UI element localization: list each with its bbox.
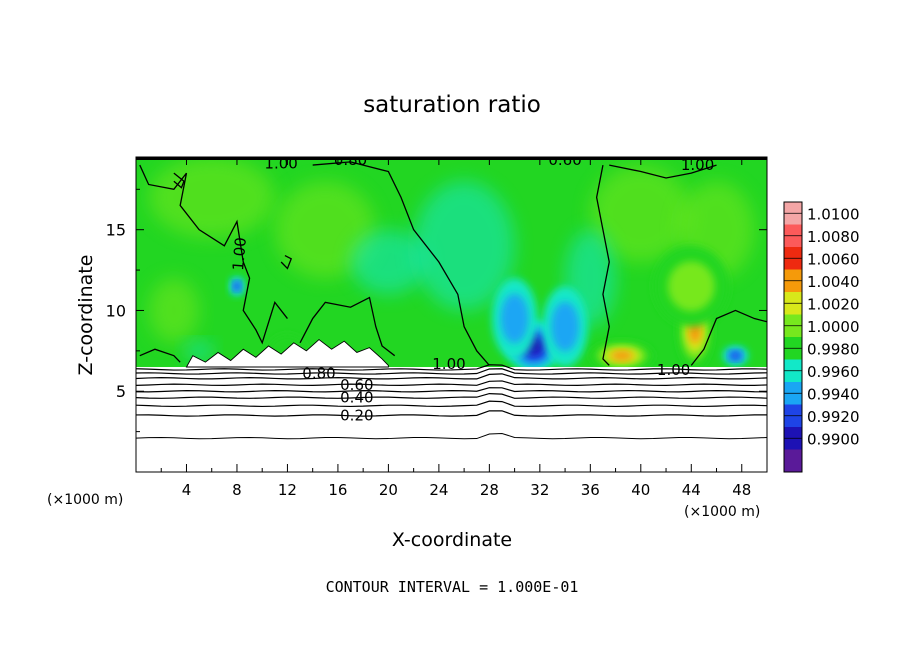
hotspot: [500, 293, 529, 344]
contour-label: 0.40: [340, 389, 373, 407]
x-tick-label: 20: [379, 481, 398, 499]
contour-label: 1.00: [681, 156, 714, 174]
x-tick-label: 8: [232, 481, 242, 499]
field-patch: [413, 181, 515, 311]
contour-line: [690, 309, 767, 366]
contour-line: [299, 296, 396, 357]
hotspot: [233, 281, 241, 291]
y-axis: 5 10 15: [106, 188, 767, 433]
contour-line: [595, 164, 610, 366]
contour-interval-footer: CONTOUR INTERVAL = 1.000E-01: [326, 578, 579, 596]
contour-label: 0.20: [340, 406, 373, 424]
contour-line: [136, 368, 767, 375]
field-patch: [274, 181, 376, 279]
y-tick-label: 5: [116, 382, 126, 401]
colorbar-swatch: [784, 449, 802, 472]
contour-labels: 0.200.400.600.801.00 1.001.001.00 0.80 0.60…: [229, 151, 714, 424]
contour-line: [136, 373, 767, 380]
field-patch: [590, 165, 692, 262]
chart-title: saturation ratio: [363, 92, 541, 118]
cloud-base-blob: [185, 338, 389, 368]
contour-line: [136, 380, 767, 386]
contour-line: [136, 364, 767, 371]
contour-label: 1.00: [432, 355, 465, 373]
contour-label: 1.00: [657, 361, 690, 379]
plot-frame: [135, 156, 768, 473]
contour-line: [609, 164, 717, 179]
colorbar-label: 1.0040: [807, 273, 860, 291]
x-unit-left: (×1000 m): [47, 492, 123, 508]
x-tick-label: 12: [278, 481, 297, 499]
contour-line: [136, 410, 767, 417]
colorbar-label: 1.0020: [807, 295, 860, 313]
contour-label: 0.80: [302, 364, 335, 382]
x-tick-label: 48: [732, 481, 751, 499]
x-axis: 4 8 12 16 20 24 28 32 36 40 44 48: [160, 157, 751, 499]
hotspot: [610, 350, 633, 361]
contour-label: 0.60: [340, 376, 373, 394]
top-boundary: [136, 157, 767, 160]
colorbar-label: 1.0060: [807, 250, 860, 268]
x-tick-label: 44: [682, 481, 701, 499]
x-axis-label: X-coordinate: [392, 529, 512, 551]
x-tick-label: 32: [530, 481, 549, 499]
x-tick-label: 36: [581, 481, 600, 499]
colorbar-label: 1.0000: [807, 318, 860, 336]
contour-label: 1.00: [229, 236, 250, 271]
field-patch: [148, 278, 200, 343]
contour-line: [173, 172, 185, 189]
contour-line: [139, 348, 181, 363]
hotspot: [667, 261, 715, 312]
cloud-blobs: [185, 338, 389, 368]
x-tick-label: 28: [480, 481, 499, 499]
colorbar-label: 1.0080: [807, 228, 860, 246]
contour-label: 0.60: [548, 151, 581, 169]
contour-line: [136, 400, 767, 408]
contour-line: [280, 254, 293, 270]
contour-line: [136, 387, 767, 393]
colorbar-label: 0.9940: [807, 385, 860, 403]
x-tick-label: 40: [631, 481, 650, 499]
hotspot: [729, 351, 742, 361]
field-patch: [183, 341, 215, 361]
y-tick-label: 15: [106, 221, 126, 240]
contour-label: 0.80: [334, 151, 367, 169]
contour-line: [136, 433, 767, 440]
field-patch: [350, 229, 427, 295]
field-patch: [148, 157, 275, 238]
y-tick-label: 10: [106, 301, 126, 320]
subcloud-region: [136, 367, 767, 472]
contour-line: [312, 161, 490, 366]
colorbar-frame: [783, 201, 803, 473]
x-unit-right: (×1000 m): [684, 504, 760, 520]
contour-label: 1.00: [264, 154, 297, 172]
contour-line: [139, 164, 288, 345]
colorbar-label: 0.9980: [807, 340, 860, 358]
contour-lines: [136, 161, 767, 440]
x-tick-label: 4: [182, 481, 192, 499]
field-patches: [148, 157, 755, 361]
colorbar-label: 0.9920: [807, 408, 860, 426]
plot-area: 0.200.400.600.801.00 1.001.001.00 0.80 0.60…: [136, 151, 767, 472]
contour-line: [136, 393, 767, 399]
colorbar-label: 1.0100: [807, 205, 860, 223]
y-axis-label: Z-coordinate: [75, 255, 97, 376]
colorbar: 1.0100 1.0080 1.0060 1.0040 1.0020 1.0000 0.99…: [783, 201, 860, 473]
hotspot: [551, 301, 580, 352]
colorbar-label: 0.9900: [807, 430, 860, 448]
x-tick-label: 24: [429, 481, 448, 499]
x-tick-label: 16: [328, 481, 347, 499]
colorbar-label: 0.9960: [807, 363, 860, 381]
